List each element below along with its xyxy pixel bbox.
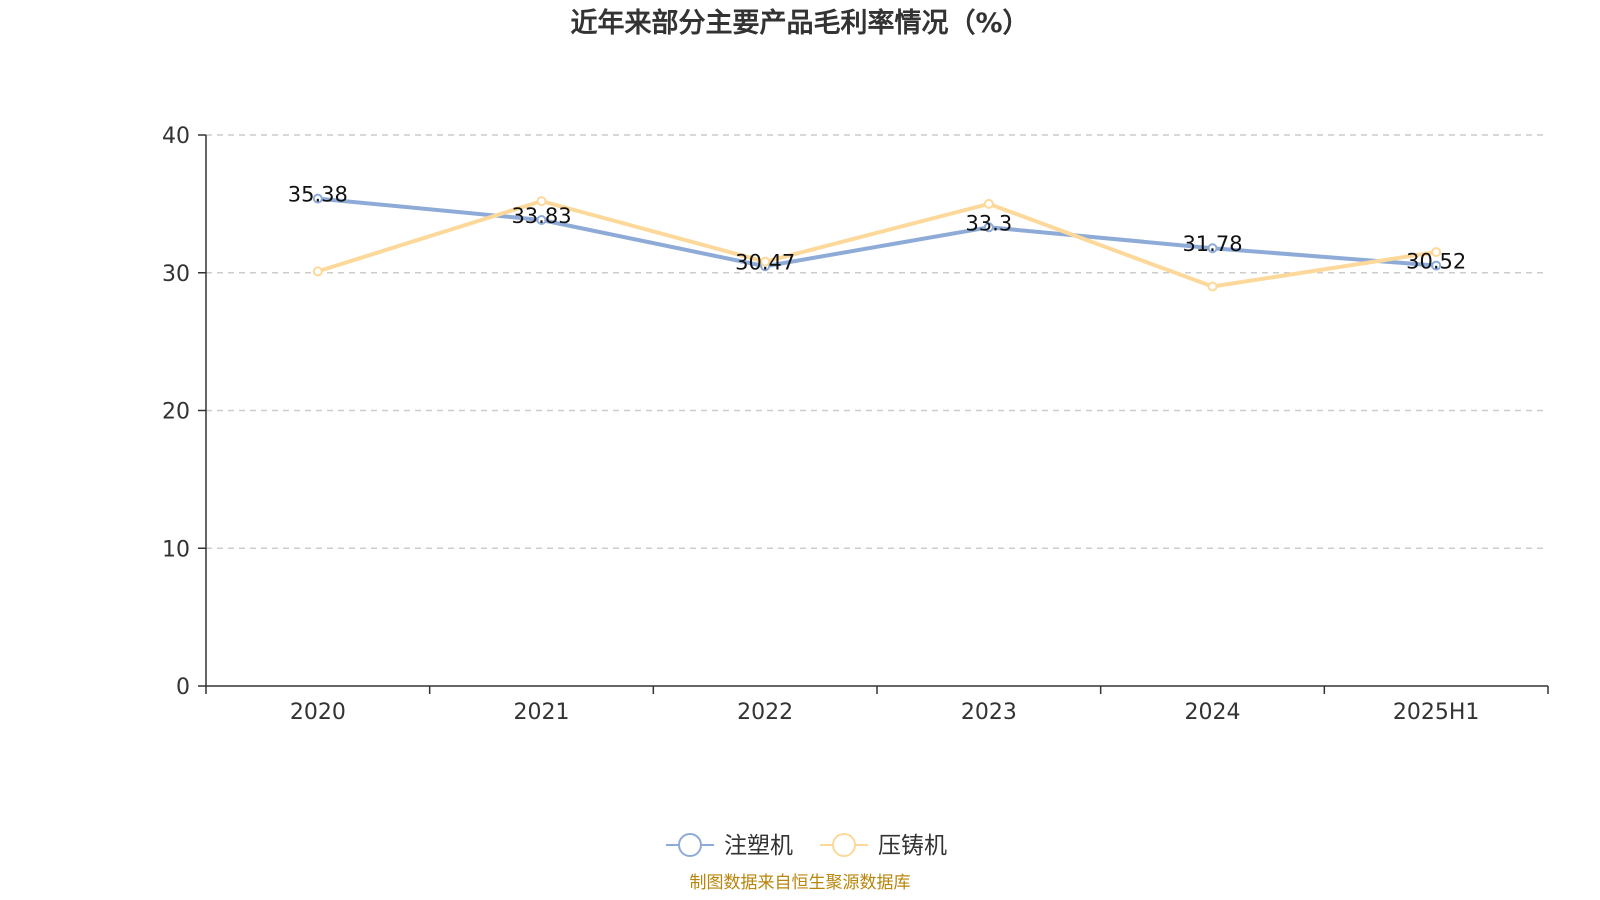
data-point <box>1431 260 1442 271</box>
data-label: 33.83 <box>511 204 571 228</box>
legend-item-1: 注塑机 <box>666 833 793 859</box>
data-point <box>983 198 994 209</box>
x-tick-label: 2020 <box>290 700 346 725</box>
legend-label: 注塑机 <box>724 833 793 859</box>
y-tick-label: 40 <box>162 124 190 149</box>
series-line-2 <box>315 199 1439 289</box>
y-tick-label: 10 <box>162 537 190 562</box>
y-tick-label: 30 <box>162 262 190 287</box>
data-labels: 35.38 33.83 30.47 33.3 31.78 30.52 <box>288 183 1466 275</box>
series <box>312 193 1442 292</box>
gridlines <box>206 134 1548 549</box>
x-tick-label: 2022 <box>737 700 793 725</box>
data-label: 35.38 <box>288 183 348 207</box>
data-point <box>536 214 547 225</box>
data-label: 30.47 <box>735 250 795 274</box>
data-point <box>983 222 994 233</box>
data-point <box>312 193 323 204</box>
x-tick-label: 2024 <box>1185 700 1241 725</box>
y-tick-label: 0 <box>176 675 190 700</box>
data-point <box>1207 281 1218 292</box>
data-point <box>1431 247 1442 258</box>
data-label: 30.52 <box>1406 250 1466 274</box>
x-tick-label: 2021 <box>514 700 570 725</box>
y-tick-label: 20 <box>162 400 190 425</box>
data-point <box>536 196 547 207</box>
x-tick-label: 2023 <box>961 700 1017 725</box>
legend-label: 压铸机 <box>878 833 947 859</box>
axes: 0 10 20 30 40 2020 2021 2022 2023 2024 2025H1 <box>162 124 1549 725</box>
data-label: 33.3 <box>965 211 1012 235</box>
chart-title: 近年来部分主要产品毛利率情况（%） <box>570 7 1029 39</box>
legend-item-2: 压铸机 <box>820 833 947 859</box>
data-point <box>312 266 323 277</box>
x-tick-label: 2025H1 <box>1393 700 1480 725</box>
data-point <box>1207 243 1218 254</box>
data-point <box>760 256 771 267</box>
data-label: 31.78 <box>1182 232 1242 256</box>
source-note: 制图数据来自恒生聚源数据库 <box>690 873 911 893</box>
series-line-1 <box>315 196 1439 269</box>
legend-marker <box>832 833 856 857</box>
legend-marker <box>678 833 702 857</box>
legend: 注塑机 压铸机 <box>666 833 947 859</box>
